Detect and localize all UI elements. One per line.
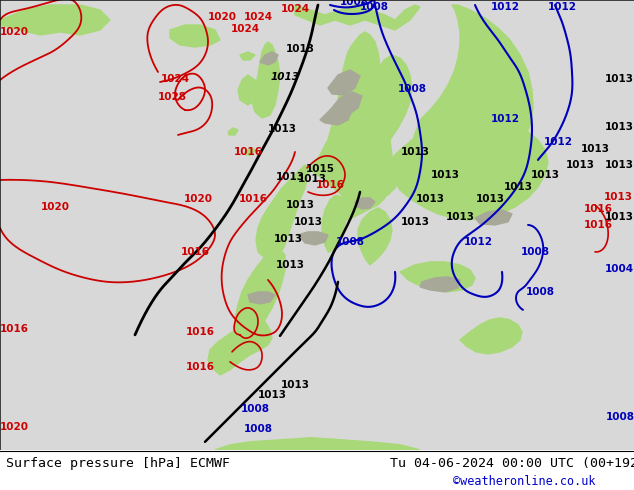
Polygon shape bbox=[460, 318, 522, 354]
Text: 1013: 1013 bbox=[276, 260, 304, 270]
Text: 1008: 1008 bbox=[398, 84, 427, 94]
Polygon shape bbox=[330, 92, 362, 115]
Text: 1012: 1012 bbox=[543, 137, 573, 147]
Text: 1013: 1013 bbox=[273, 234, 302, 244]
Text: 1004: 1004 bbox=[605, 264, 634, 274]
Text: 1013: 1013 bbox=[581, 144, 610, 154]
Polygon shape bbox=[260, 438, 420, 450]
Text: 1013: 1013 bbox=[276, 172, 304, 182]
Text: 1020: 1020 bbox=[41, 202, 70, 212]
Text: 1013: 1013 bbox=[294, 217, 323, 227]
Text: 1013: 1013 bbox=[271, 72, 299, 82]
Text: 1013: 1013 bbox=[605, 122, 634, 132]
Polygon shape bbox=[170, 25, 220, 47]
Polygon shape bbox=[325, 135, 340, 152]
Text: 1016: 1016 bbox=[583, 204, 612, 214]
Text: Tu 04-06-2024 00:00 UTC (00+192): Tu 04-06-2024 00:00 UTC (00+192) bbox=[390, 457, 634, 470]
Polygon shape bbox=[235, 250, 285, 342]
Polygon shape bbox=[390, 120, 548, 220]
Text: 1008: 1008 bbox=[605, 412, 634, 422]
Polygon shape bbox=[420, 277, 460, 292]
Text: 1013: 1013 bbox=[604, 192, 633, 202]
Text: Surface pressure [hPa] ECMWF: Surface pressure [hPa] ECMWF bbox=[6, 457, 230, 470]
Text: 1008: 1008 bbox=[521, 247, 550, 257]
Polygon shape bbox=[252, 42, 280, 118]
Text: 1008: 1008 bbox=[339, 0, 368, 7]
Polygon shape bbox=[298, 232, 328, 245]
Text: 1008: 1008 bbox=[243, 424, 273, 434]
Text: 1013: 1013 bbox=[605, 160, 634, 170]
Text: 1020: 1020 bbox=[207, 12, 236, 22]
Polygon shape bbox=[340, 165, 398, 202]
Text: 1016: 1016 bbox=[0, 324, 29, 334]
Text: 1016: 1016 bbox=[181, 247, 209, 257]
Text: 1012: 1012 bbox=[491, 114, 519, 124]
Text: 1015: 1015 bbox=[306, 164, 335, 174]
Polygon shape bbox=[238, 75, 258, 105]
Text: 1020: 1020 bbox=[0, 422, 29, 432]
Polygon shape bbox=[410, 5, 533, 178]
Polygon shape bbox=[355, 198, 375, 209]
Text: 1016: 1016 bbox=[186, 327, 214, 337]
Text: 1013: 1013 bbox=[531, 170, 559, 180]
Text: 1012: 1012 bbox=[548, 2, 576, 12]
Text: 1008: 1008 bbox=[335, 237, 365, 247]
Text: 1016: 1016 bbox=[186, 362, 214, 372]
Text: 1013: 1013 bbox=[285, 200, 314, 210]
Text: 1024: 1024 bbox=[243, 12, 273, 22]
Text: 1013: 1013 bbox=[257, 390, 287, 400]
Polygon shape bbox=[328, 70, 360, 95]
Text: 1013: 1013 bbox=[268, 124, 297, 134]
Text: 1008: 1008 bbox=[240, 404, 269, 414]
Text: 1020: 1020 bbox=[0, 27, 29, 37]
Text: 1016: 1016 bbox=[238, 194, 268, 204]
Text: 1028: 1028 bbox=[157, 92, 186, 102]
Text: 1008: 1008 bbox=[359, 2, 389, 12]
Text: 1013: 1013 bbox=[566, 160, 595, 170]
Text: 1024: 1024 bbox=[230, 24, 259, 34]
Text: 1013: 1013 bbox=[503, 182, 533, 192]
Polygon shape bbox=[475, 210, 512, 225]
Text: 1013: 1013 bbox=[430, 170, 460, 180]
Text: 1024: 1024 bbox=[160, 74, 190, 84]
Polygon shape bbox=[256, 165, 310, 260]
Text: 1012: 1012 bbox=[491, 2, 519, 12]
Polygon shape bbox=[310, 32, 392, 205]
Text: 1013: 1013 bbox=[605, 212, 634, 222]
Text: 1013: 1013 bbox=[415, 194, 444, 204]
Text: 1013: 1013 bbox=[285, 44, 314, 54]
Text: 1016: 1016 bbox=[233, 147, 262, 157]
Polygon shape bbox=[215, 438, 375, 450]
Text: 1024: 1024 bbox=[280, 4, 309, 14]
Text: 1013: 1013 bbox=[605, 74, 634, 84]
Polygon shape bbox=[340, 170, 388, 220]
Polygon shape bbox=[240, 52, 255, 60]
Text: 1013: 1013 bbox=[297, 174, 327, 184]
Text: 1016: 1016 bbox=[583, 220, 612, 230]
Text: 1016: 1016 bbox=[316, 180, 344, 190]
Text: 1020: 1020 bbox=[183, 194, 212, 204]
Polygon shape bbox=[260, 52, 278, 65]
Text: 1012: 1012 bbox=[463, 237, 493, 247]
Text: 1013: 1013 bbox=[401, 147, 429, 157]
Polygon shape bbox=[0, 5, 110, 35]
Polygon shape bbox=[295, 5, 420, 30]
Text: 1013: 1013 bbox=[446, 212, 474, 222]
Polygon shape bbox=[374, 55, 412, 140]
Polygon shape bbox=[208, 318, 272, 375]
Text: 1013: 1013 bbox=[280, 380, 309, 390]
Text: 1008: 1008 bbox=[526, 287, 555, 297]
Text: 1013: 1013 bbox=[476, 194, 505, 204]
Polygon shape bbox=[358, 208, 392, 265]
Polygon shape bbox=[322, 195, 347, 252]
Polygon shape bbox=[245, 148, 255, 155]
Polygon shape bbox=[248, 292, 275, 304]
Text: 1013: 1013 bbox=[401, 217, 429, 227]
Polygon shape bbox=[228, 128, 238, 135]
Polygon shape bbox=[400, 262, 475, 292]
Polygon shape bbox=[320, 105, 352, 125]
Text: ©weatheronline.co.uk: ©weatheronline.co.uk bbox=[453, 475, 596, 489]
